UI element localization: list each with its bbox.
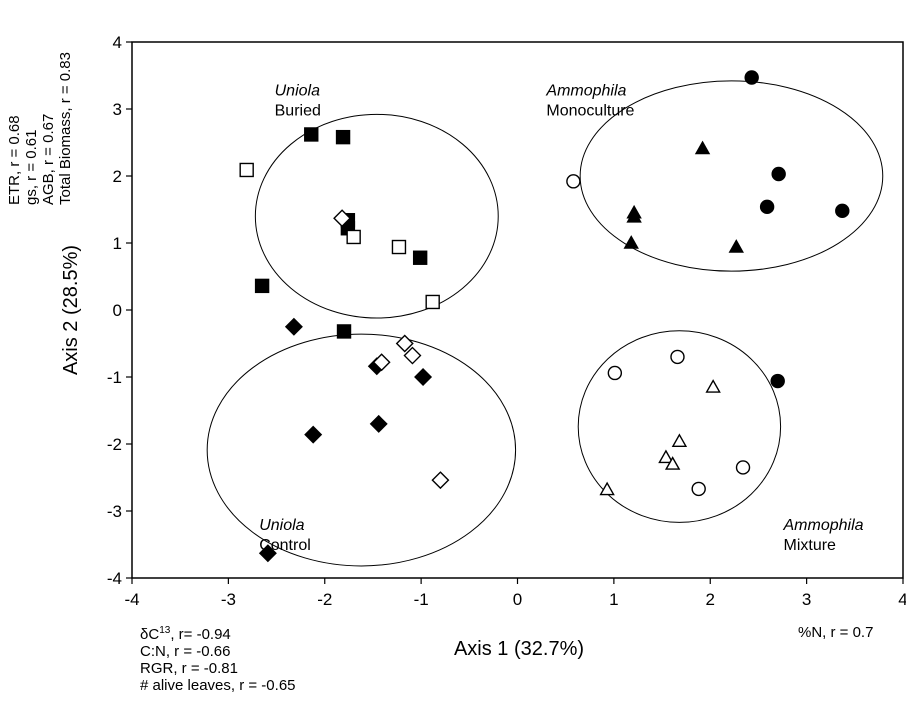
vector-label-delta-c13: δC13, r= -0.94	[140, 625, 231, 644]
y-tick-label: 1	[113, 234, 122, 253]
y-tick-label: 0	[113, 301, 122, 320]
point-diamond-open	[431, 471, 450, 490]
point-triangle-filled	[694, 140, 711, 155]
group-label-italic: Uniola	[259, 517, 304, 534]
x-tick-label: 3	[802, 590, 811, 609]
point-square-open	[346, 229, 361, 245]
group-ellipse-4	[577, 330, 782, 523]
point-diamond-filled	[284, 317, 303, 336]
group-ellipse-1	[254, 113, 499, 319]
x-tick-label: -3	[221, 590, 236, 609]
point-triangle-open	[705, 379, 721, 393]
vertical-vector-labels: ETR, r = 0.68 gs, r = 0.61 AGB, r = 0.67…	[6, 52, 86, 285]
y-tick-label: -1	[107, 368, 122, 387]
point-diamond-open	[372, 353, 391, 372]
point-square-open	[239, 162, 254, 178]
point-diamond-open	[333, 209, 352, 228]
plot-frame	[131, 41, 904, 579]
point-circle-open	[607, 365, 623, 381]
group-label-plain: Control	[259, 537, 311, 554]
vector-label-alive-leaves: # alive leaves, r = -0.65	[140, 677, 296, 694]
y-tick-label: 2	[113, 167, 122, 186]
point-circle-filled	[759, 199, 775, 215]
point-diamond-filled	[414, 368, 433, 386]
x-tick-label: -1	[414, 590, 429, 609]
group-label-italic: Uniola	[275, 83, 320, 100]
x-tick-label: 1	[609, 590, 618, 609]
point-square-open	[391, 239, 407, 255]
point-diamond-filled	[258, 544, 277, 563]
point-diamond-filled	[369, 414, 388, 433]
vector-label-etr: ETR, r = 0.68	[6, 115, 23, 205]
point-diamond-filled	[304, 425, 323, 444]
point-square-filled	[304, 127, 319, 142]
group-ellipse-3	[579, 80, 884, 272]
vector-label-cn: C:N, r = -0.66	[140, 643, 231, 660]
group-labels: Uniola Buried Ammophila Monoculture Uniola Co…	[259, 83, 863, 554]
x-tick-label: 4	[898, 590, 906, 609]
x-tick-label: -2	[317, 590, 332, 609]
group-label-italic: Ammophila	[545, 83, 626, 100]
vector-label-total-biomass: Total Biomass, r = 0.83	[57, 52, 74, 205]
point-triangle-filled	[623, 235, 639, 249]
bottom-left-vector-labels: δC13, r= -0.94 C:N, r = -0.66 RGR, r = -…	[140, 625, 296, 695]
point-circle-open	[566, 174, 581, 189]
x-axis-label: Axis 1 (32.7%)	[454, 638, 584, 660]
point-square-filled	[254, 278, 270, 294]
point-circle-open	[691, 481, 706, 497]
point-square-filled	[335, 129, 351, 145]
y-tick-label: 3	[113, 100, 122, 119]
vector-label-gs: gs, r = 0.61	[23, 129, 40, 205]
point-triangle-open	[664, 456, 681, 470]
x-tick-label: -4	[124, 590, 139, 609]
group-label-plain: Mixture	[783, 537, 836, 554]
group-ellipses	[206, 80, 884, 567]
group-label-plain: Monoculture	[546, 103, 634, 120]
axis-ticks: -4 -3 -2 -1 0 1 2 3 4 -4 -3 -2 -1 0 1 2 3 4	[107, 33, 906, 609]
point-circle-open	[670, 349, 685, 365]
point-circle-open	[735, 460, 751, 475]
point-circle-filled	[835, 203, 850, 219]
point-diamond-open	[403, 346, 422, 365]
y-axis-label: Axis 2 (28.5%)	[60, 245, 82, 375]
group-label-italic: Ammophila	[782, 517, 863, 534]
point-diamond-open	[395, 334, 414, 353]
point-circle-filled	[744, 70, 759, 85]
point-triangle-open	[671, 433, 688, 448]
y-tick-label: -4	[107, 569, 122, 588]
point-circle-filled	[771, 166, 786, 182]
vector-label-rgr: RGR, r = -0.81	[140, 660, 238, 677]
y-tick-label: -3	[107, 502, 122, 521]
point-square-filled	[412, 250, 428, 265]
point-square-filled	[336, 324, 352, 339]
plot-area-border	[131, 41, 904, 579]
y-tick-label: 4	[113, 33, 122, 52]
point-circle-filled	[770, 373, 785, 389]
point-triangle-filled	[626, 208, 642, 223]
group-ellipse-2	[206, 333, 517, 567]
data-points	[239, 70, 850, 563]
y-tick-label: -2	[107, 435, 122, 454]
vector-label-agb: AGB, r = 0.67	[40, 113, 57, 205]
x-tick-label: 0	[513, 590, 522, 609]
point-triangle-open	[599, 481, 615, 496]
point-square-open	[425, 294, 440, 310]
vector-label-percent-n: %N, r = 0.7	[798, 624, 874, 641]
point-triangle-open	[658, 449, 674, 464]
x-tick-label: 2	[706, 590, 715, 609]
group-label-plain: Buried	[275, 103, 321, 120]
point-triangle-filled	[728, 239, 744, 253]
